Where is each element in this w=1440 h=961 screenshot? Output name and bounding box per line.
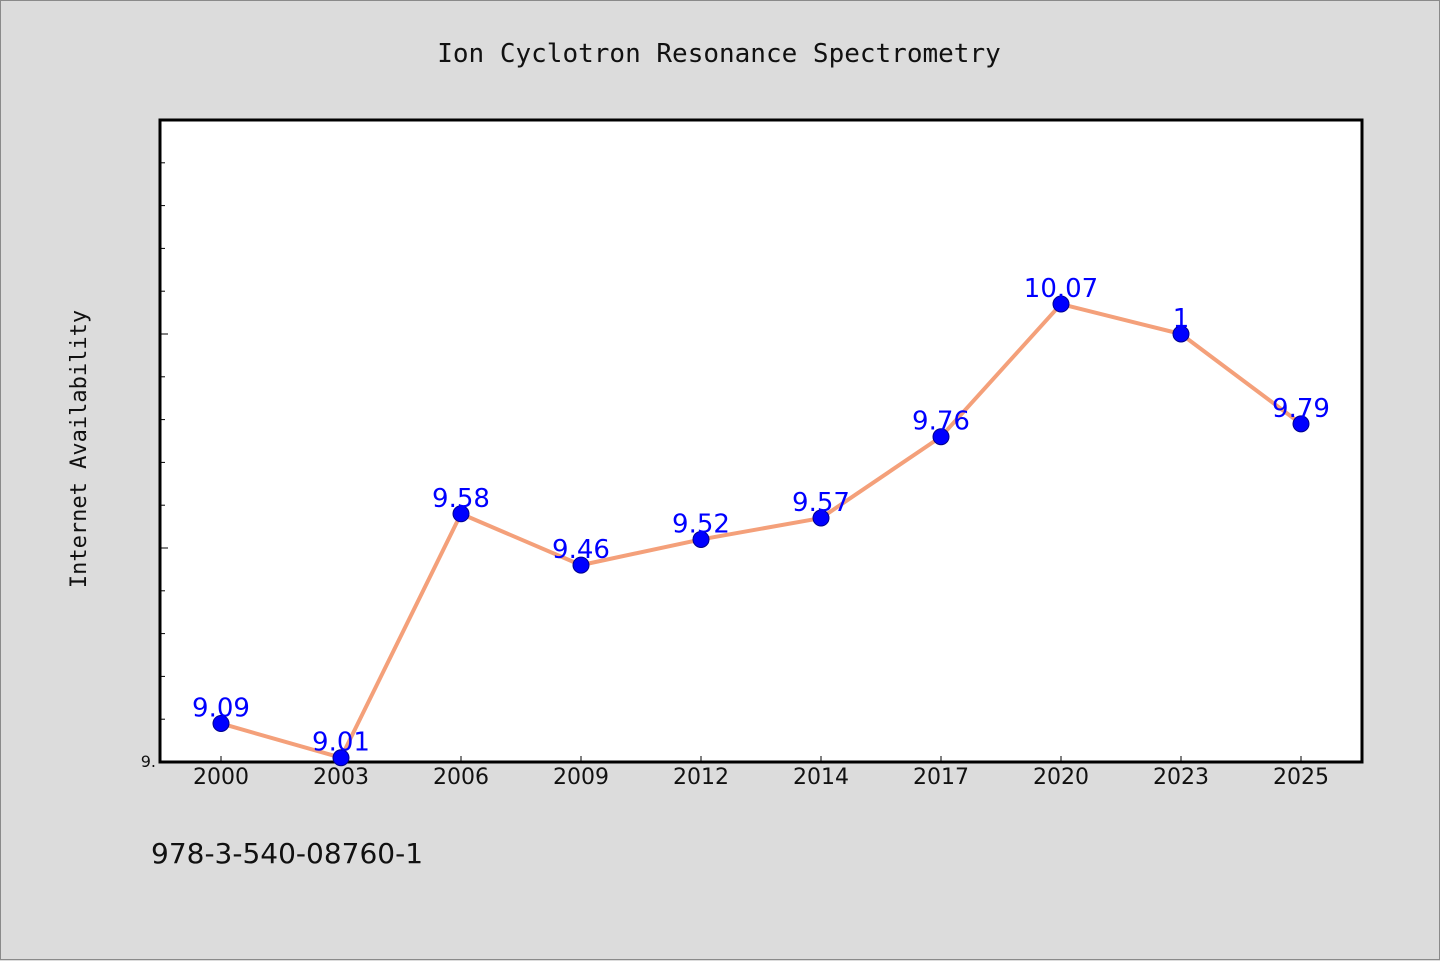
- data-label: 9.58: [432, 484, 490, 514]
- chart-title: Ion Cyclotron Resonance Spectrometry: [437, 39, 1001, 69]
- x-axis-ticks: 2000 2003 2006 2009 2012 2014 2017 2020 2023 2025: [193, 756, 1329, 790]
- y-tick-label: 9.: [141, 752, 156, 771]
- data-point[interactable]: [452, 505, 470, 523]
- data-label: 9.46: [552, 535, 610, 565]
- data-label: 9.79: [1272, 394, 1330, 424]
- data-point[interactable]: [812, 509, 830, 527]
- data-label: 9.09: [192, 693, 250, 723]
- x-tick-label: 2009: [553, 765, 609, 790]
- x-tick-label: 2000: [193, 765, 249, 790]
- y-axis-label: Internet Availability: [67, 310, 92, 588]
- data-point[interactable]: [1052, 295, 1070, 313]
- data-point[interactable]: [572, 556, 590, 574]
- data-label: 9.01: [312, 728, 370, 758]
- y-axis-ticks: 9.: [141, 162, 168, 771]
- x-tick-label: 2017: [913, 765, 969, 790]
- data-label: 9.57: [792, 488, 850, 518]
- isbn-footer: 978-3-540-08760-1: [151, 837, 423, 870]
- x-tick-label: 2003: [313, 765, 369, 790]
- plot-area: [158, 118, 1364, 764]
- data-label: 10.07: [1024, 274, 1098, 304]
- data-point[interactable]: [692, 530, 710, 548]
- data-point[interactable]: [332, 749, 350, 767]
- x-tick-label: 2012: [673, 765, 729, 790]
- data-label: 1: [1173, 304, 1190, 334]
- x-tick-label: 2006: [433, 765, 489, 790]
- data-point[interactable]: [1172, 325, 1190, 343]
- series-group: 9.09 9.01 9.58 9.46 9.52 9.57 9.76 10.07 1 9.79: [192, 274, 1330, 767]
- data-point[interactable]: [1292, 415, 1310, 433]
- x-tick-label: 2014: [793, 765, 849, 790]
- series-line: [219, 302, 1303, 760]
- data-label: 9.52: [672, 509, 730, 539]
- x-tick-label: 2020: [1033, 765, 1089, 790]
- data-point[interactable]: [932, 428, 950, 446]
- x-tick-label: 2025: [1273, 765, 1329, 790]
- data-point[interactable]: [212, 714, 230, 732]
- data-label: 9.76: [912, 407, 970, 437]
- x-tick-label: 2023: [1153, 765, 1209, 790]
